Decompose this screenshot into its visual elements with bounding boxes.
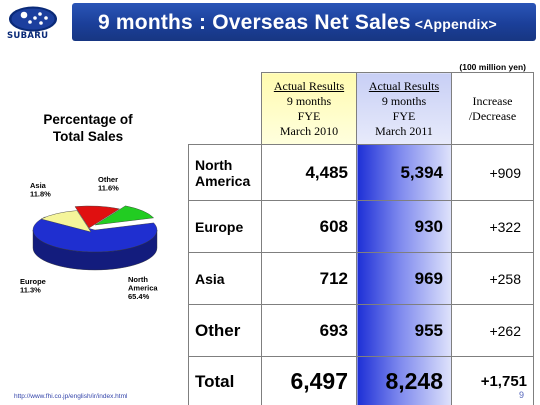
header-change-line1: Increase — [472, 93, 513, 108]
cell-change: +258 — [451, 252, 534, 305]
row-label-total: Total — [188, 356, 262, 405]
header-fy2011-line1: Actual Results — [368, 78, 440, 93]
header-fy2011: Actual Results 9 months FYE March 2011 — [356, 72, 452, 145]
cell-fy2011-total: 8,248 — [356, 356, 452, 405]
header-fy2010-line2: 9 months — [286, 93, 332, 108]
cell-fy2011: 955 — [356, 304, 452, 357]
cell-change-total: +1,751 — [451, 356, 534, 405]
row-label-europe: Europe — [188, 200, 262, 253]
table-row: North America 4,485 5,394 +909 — [188, 144, 534, 201]
row-label-line2: America — [195, 172, 251, 189]
cell-fy2010: 608 — [261, 200, 357, 253]
pie-title-line2: Total Sales — [52, 129, 124, 144]
row-label-asia: Asia — [188, 252, 262, 305]
cell-fy2011: 5,394 — [356, 144, 452, 201]
pie-label-europe: Europe 11.3% — [20, 277, 46, 295]
cell-change: +322 — [451, 200, 534, 253]
pie-label-asia: Asia 11.8% — [30, 181, 51, 199]
header-fy2010-line3: FYE — [297, 108, 321, 123]
row-label-other: Other — [188, 304, 262, 357]
footer-url-link[interactable]: http://www.fhi.co.jp/english/ir/index.ht… — [14, 393, 128, 400]
sales-table: Actual Results 9 months FYE March 2010 A… — [188, 72, 534, 405]
header-fy2011-line3: FYE — [392, 108, 416, 123]
header-fy2010-line4: March 2010 — [279, 123, 339, 138]
pie-title-line1: Percentage of — [43, 112, 133, 127]
cell-fy2011: 969 — [356, 252, 452, 305]
pie-label-other: Other 11.6% — [98, 175, 119, 193]
header-fy2011-line4: March 2011 — [375, 123, 433, 138]
header-change-line2: /Decrease — [468, 108, 517, 123]
table-header-row: Actual Results 9 months FYE March 2010 A… — [188, 72, 534, 145]
pie-slice-other — [94, 205, 155, 226]
row-label-north-america: North America — [188, 144, 262, 201]
table-corner — [188, 72, 262, 145]
cell-fy2010: 712 — [261, 252, 357, 305]
header-fy2010-line1: Actual Results — [273, 78, 345, 93]
pie-slice-asia — [74, 205, 120, 229]
table-row: Europe 608 930 +322 — [188, 200, 534, 253]
table-row: Asia 712 969 +258 — [188, 252, 534, 305]
page-title: 9 months : Overseas Net Sales <Appendix> — [98, 11, 497, 35]
page-number: 9 — [518, 390, 524, 400]
cell-fy2011: 930 — [356, 200, 452, 253]
pie-slice-north-america — [32, 216, 158, 253]
header-fy2010: Actual Results 9 months FYE March 2010 — [261, 72, 357, 145]
title-bar: 9 months : Overseas Net Sales <Appendix> — [72, 3, 536, 41]
table-row-total: Total 6,497 8,248 +1,751 — [188, 356, 534, 405]
slide-header: SUBARU 9 months : Overseas Net Sales <App… — [0, 0, 540, 46]
table-row: Other 693 955 +262 — [188, 304, 534, 357]
cell-fy2010: 4,485 — [261, 144, 357, 201]
row-label-line1: North — [195, 156, 233, 173]
cell-fy2010: 693 — [261, 304, 357, 357]
pie-slice-europe — [40, 210, 92, 233]
cell-fy2010-total: 6,497 — [261, 356, 357, 405]
pie-label-north-america: North America 65.4% — [128, 275, 158, 301]
header-change: Increase /Decrease — [451, 72, 534, 145]
cell-change: +909 — [451, 144, 534, 201]
header-fy2011-line2: 9 months — [381, 93, 427, 108]
subaru-logo-icon — [9, 6, 57, 32]
unit-note: (100 million yen) — [459, 62, 526, 72]
pie-title: Percentage of Total Sales — [18, 111, 158, 145]
page-title-text: 9 months : Overseas Net Sales — [98, 11, 411, 34]
sales-share-pie-chart: North America 65.4% Europe 11.3% Asia 11.8% Oth… — [20, 175, 158, 301]
page-subtitle: <Appendix> — [414, 16, 497, 32]
cell-change: +262 — [451, 304, 534, 357]
brand-wordmark: SUBARU — [7, 31, 49, 41]
